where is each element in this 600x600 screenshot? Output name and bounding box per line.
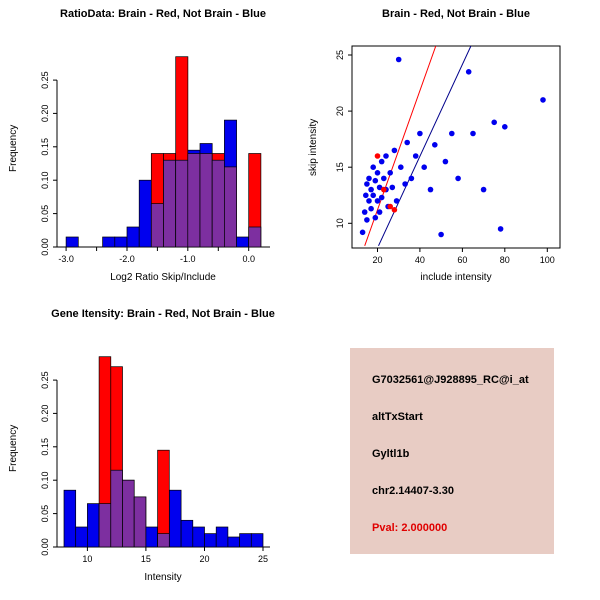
gene-info-panel: G7032561@J928895_RC@i_at altTxStart Gylt…: [300, 300, 600, 600]
event-type-text: altTxStart: [372, 411, 423, 423]
svg-text:25: 25: [335, 50, 345, 60]
intensity-scatter-panel: Brain - Red, Not Brain - Blue skip inten…: [300, 0, 600, 300]
ratio-histogram-panel: RatioData: Brain - Red, Not Brain - Blue…: [0, 0, 300, 300]
gene-histogram-xlabel: Intensity: [144, 572, 182, 583]
gene-name-text: Gyltl1b: [372, 448, 410, 460]
gene-histogram-title: Gene Itensity: Brain - Red, Not Brain - …: [51, 308, 275, 320]
info-box: G7032561@J928895_RC@i_at altTxStart Gylt…: [350, 348, 554, 554]
intensity-scatter-title: Brain - Red, Not Brain - Blue: [382, 8, 530, 20]
svg-text:0.15: 0.15: [40, 138, 50, 156]
svg-text:20: 20: [335, 106, 345, 116]
svg-text:0.25: 0.25: [40, 71, 50, 89]
svg-text:0.05: 0.05: [40, 205, 50, 223]
svg-text:0.10: 0.10: [40, 171, 50, 189]
svg-text:10: 10: [335, 218, 345, 228]
svg-text:10: 10: [82, 554, 92, 564]
ratio-histogram-plot: -3.0 -2.0 -1.0 0.0 0.00 0.05 0.10 0.15 0.20 0.25: [40, 56, 270, 264]
svg-text:40: 40: [415, 255, 425, 265]
svg-text:0.25: 0.25: [40, 371, 50, 389]
gene-histogram-plot: 10 15 20 25 0.00 0.05 0.10 0.15 0.20 0.25: [40, 356, 270, 564]
svg-text:100: 100: [540, 255, 555, 265]
svg-text:-3.0: -3.0: [58, 254, 74, 264]
svg-text:0.00: 0.00: [40, 538, 50, 556]
svg-text:0.05: 0.05: [40, 505, 50, 523]
svg-text:-2.0: -2.0: [119, 254, 135, 264]
svg-text:0.20: 0.20: [40, 105, 50, 123]
svg-text:0.15: 0.15: [40, 438, 50, 456]
svg-text:25: 25: [258, 554, 268, 564]
svg-text:80: 80: [500, 255, 510, 265]
svg-text:0.0: 0.0: [242, 254, 255, 264]
svg-text:0.20: 0.20: [40, 405, 50, 423]
svg-text:20: 20: [372, 255, 382, 265]
ratio-histogram-title: RatioData: Brain - Red, Not Brain - Blue: [60, 8, 266, 20]
svg-text:0.00: 0.00: [40, 238, 50, 256]
svg-text:15: 15: [141, 554, 151, 564]
svg-text:15: 15: [335, 162, 345, 172]
intensity-scatter-plot: 20 40 60 80 100 10 15 20 25: [335, 45, 561, 265]
probe-id-text: G7032561@J928895_RC@i_at: [372, 374, 529, 386]
ratio-histogram-xlabel: Log2 Ratio Skip/Include: [110, 272, 216, 283]
pval-text: Pval: 2.000000: [372, 522, 448, 534]
intensity-scatter-xlabel: include intensity: [420, 272, 492, 283]
gene-histogram-panel: Gene Itensity: Brain - Red, Not Brain - …: [0, 300, 300, 600]
location-text: chr2.14407-3.30: [372, 485, 454, 497]
svg-text:0.10: 0.10: [40, 471, 50, 489]
svg-text:-1.0: -1.0: [180, 254, 196, 264]
svg-text:60: 60: [457, 255, 467, 265]
svg-text:20: 20: [199, 554, 209, 564]
